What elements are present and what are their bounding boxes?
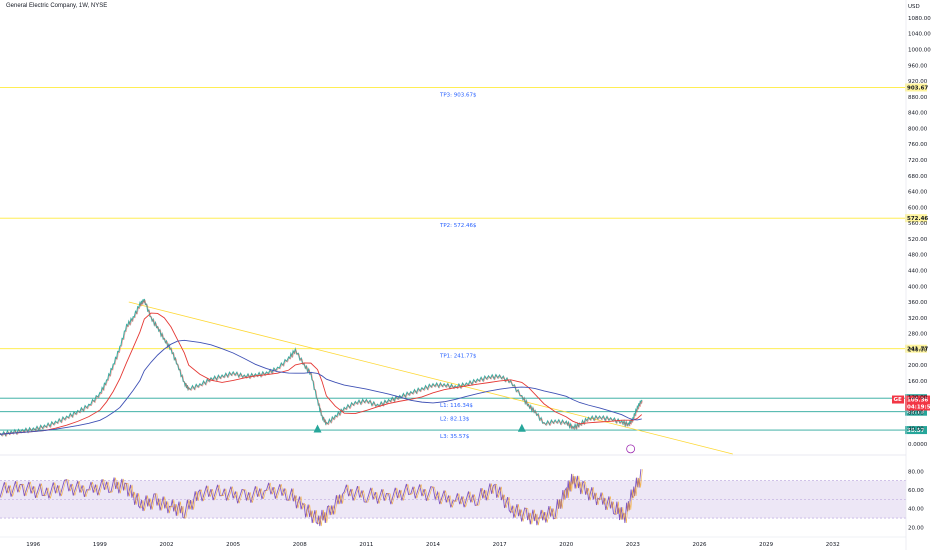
moving-average-short	[0, 312, 643, 435]
price-tick-label: 920.00	[908, 79, 928, 85]
rsi-tick-label: 60.00	[908, 488, 924, 494]
price-tick-label: 840.00	[908, 111, 928, 117]
price-tick-label: 1040.00	[908, 32, 931, 38]
buy-signal-marker	[313, 424, 322, 433]
price-tag-text-tp3: 903.67	[907, 85, 928, 91]
time-tick-label: 2008	[293, 542, 307, 548]
price-tick-label: 400.00	[908, 284, 928, 290]
time-tick-label: 2002	[160, 542, 174, 548]
price-tag-tp1	[905, 344, 927, 353]
price-tick-label: 240.00	[908, 347, 928, 353]
time-tick-label: 2032	[826, 542, 840, 548]
level-label-l2: L2: 82.13$	[440, 417, 470, 423]
rsi-tick-label: 80.00	[908, 469, 924, 475]
time-tick-label: 2005	[226, 542, 240, 548]
countdown-text: 04:19:57	[907, 405, 932, 411]
price-tick-label: 40.00	[908, 426, 924, 432]
level-label-tp2: TP2: 572.46$	[439, 223, 477, 229]
price-tick-label: 720.00	[908, 158, 928, 164]
rsi-signal-line	[1, 469, 643, 527]
rsi-layer	[0, 469, 906, 527]
price-tick-label: 320.00	[908, 316, 928, 322]
time-tick-label: 1996	[26, 542, 40, 548]
moving-average-long	[0, 339, 642, 435]
levels-layer: TP3: 903.67$ 903.67 TP2: 572.46$ 572.46 TP1:…	[0, 83, 928, 455]
last-price-text: 105.36	[907, 398, 928, 404]
price-tag-text-tp1: 241.77	[907, 347, 928, 353]
trendline	[128, 301, 733, 455]
level-label-l3: L3: 35.57$	[440, 434, 470, 440]
price-tag-text-l3: 35.57	[907, 428, 925, 434]
rsi-tick-label: 40.00	[908, 507, 924, 513]
price-tick-label: 440.00	[908, 268, 928, 274]
symbol-tag	[892, 395, 904, 404]
price-tick-label: 120.00	[908, 395, 928, 401]
price-tick-label: 0.0000	[908, 442, 928, 448]
price-tag-tp2	[905, 214, 927, 223]
price-tick-label: 1000.00	[908, 47, 931, 53]
level-label-tp3: TP3: 903.67$	[439, 92, 477, 98]
time-tick-label: 2014	[426, 542, 440, 548]
price-tag-l2	[905, 407, 927, 416]
price-tag-text-tp2: 572.46	[907, 216, 928, 222]
price-tag-tp3	[905, 83, 927, 92]
price-tick-label: 360.00	[908, 300, 928, 306]
price-tick-label: 480.00	[908, 253, 928, 259]
time-tick-label: 2023	[626, 542, 640, 548]
price-tick-label: 760.00	[908, 142, 928, 148]
price-tick-label: 80.00	[908, 411, 924, 417]
buy-signal-marker	[517, 423, 526, 432]
price-tick-label: 600.00	[908, 205, 928, 211]
rsi-tick-label: 20.00	[908, 525, 924, 531]
price-tick-label: 640.00	[908, 190, 928, 196]
chart-title: General Electric Company, 1W, NYSE	[6, 3, 108, 9]
time-tick-label: 1999	[93, 542, 107, 548]
time-tick-label: 2026	[692, 542, 706, 548]
price-tick-label: 200.00	[908, 363, 928, 369]
price-tag-text-l2: 82.13	[907, 410, 925, 416]
price-tick-label: 280.00	[908, 332, 928, 338]
time-tick-label: 2017	[493, 542, 507, 548]
axis-layer: 1080.00 1040.00 1000.00 960.00 920.00 880.00 8…	[26, 16, 931, 548]
time-tick-label: 2020	[559, 542, 573, 548]
price-tick-label: 160.00	[908, 379, 928, 385]
last-price-tag	[905, 395, 930, 411]
level-label-l1: L1: 116.34$	[440, 403, 473, 409]
price-tag-l3	[905, 426, 927, 435]
time-tick-label: 2029	[759, 542, 773, 548]
price-tick-label: 560.00	[908, 221, 928, 227]
time-tick-label: 2011	[359, 542, 373, 548]
price-tick-label: 960.00	[908, 63, 928, 69]
currency-label: USD	[908, 4, 920, 10]
price-tick-label: 800.00	[908, 126, 928, 132]
price-tick-label: 680.00	[908, 174, 928, 180]
price-tick-label: 1080.00	[908, 16, 931, 22]
price-tick-label: 880.00	[908, 95, 928, 101]
symbol-tag-text: GE	[894, 397, 903, 403]
price-tick-label: 520.00	[908, 237, 928, 243]
event-marker	[626, 444, 636, 454]
price-series-shadow	[0, 299, 643, 438]
level-label-tp1: TP1: 241.77$	[439, 354, 477, 360]
